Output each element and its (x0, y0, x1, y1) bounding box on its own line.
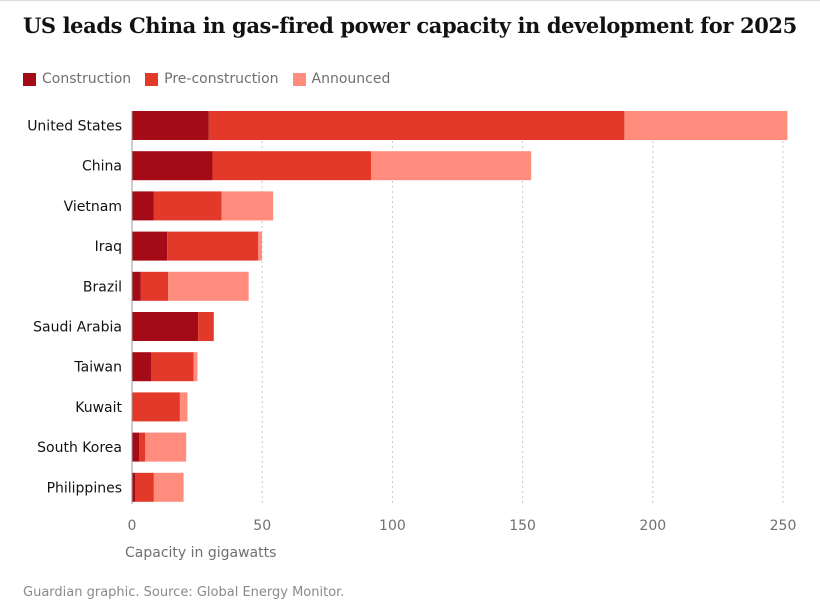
bar-construction (132, 191, 154, 221)
category-label: Philippines (47, 480, 122, 496)
bar-construction (132, 111, 209, 140)
legend-swatch (292, 72, 306, 86)
legend-label: Construction (42, 71, 132, 87)
legend-item-announced: Announced (292, 71, 391, 87)
bar-construction (132, 231, 168, 261)
x-tick-label: 150 (509, 518, 536, 534)
bar-announced (624, 111, 788, 140)
x-tick-label: 200 (639, 518, 666, 534)
legend-swatch (145, 72, 159, 86)
bar-construction (132, 352, 152, 382)
bar-announced (179, 392, 188, 422)
category-label: Vietnam (64, 199, 122, 215)
bar-construction (132, 432, 140, 462)
legend-item-pre-construction: Pre-construction (145, 71, 279, 87)
category-label: United States (27, 119, 122, 135)
bar-pre-construction (208, 111, 625, 140)
bar-announced (193, 352, 198, 382)
legend-item-construction: Construction (23, 71, 131, 87)
bar-pre-construction (140, 271, 169, 301)
bar-announced (168, 271, 249, 301)
category-label: Taiwan (73, 360, 122, 376)
x-tick-label: 50 (253, 518, 271, 534)
legend-label: Pre-construction (164, 71, 279, 87)
bar-announced (258, 231, 262, 261)
source-note: Guardian graphic. Source: Global Energy … (23, 585, 345, 600)
bar-pre-construction (198, 312, 214, 341)
category-label: Brazil (83, 279, 122, 295)
bar-pre-construction (132, 392, 180, 422)
bar-construction (132, 271, 141, 301)
chart-title: US leads China in gas-fired power capaci… (23, 13, 797, 38)
bar-announced (145, 432, 187, 462)
category-label: South Korea (37, 440, 122, 456)
bar-announced (221, 191, 274, 221)
bar-pre-construction (135, 472, 154, 502)
bar-pre-construction (139, 432, 146, 462)
bar-construction (132, 312, 199, 341)
x-tick-label: 0 (128, 518, 137, 534)
category-label: Kuwait (75, 400, 122, 416)
x-axis-label: Capacity in gigawatts (125, 545, 276, 561)
bar-pre-construction (167, 231, 259, 261)
bar-construction (132, 472, 136, 502)
x-tick-label: 250 (770, 518, 797, 534)
category-label: Saudi Arabia (33, 320, 122, 336)
bar-announced (371, 151, 532, 181)
bar-pre-construction (212, 151, 372, 181)
bar-construction (132, 151, 213, 181)
x-tick-label: 100 (379, 518, 406, 534)
legend: Construction Pre-construction Announced (23, 71, 390, 87)
legend-swatch (23, 72, 36, 86)
bar-pre-construction (153, 191, 222, 221)
category-label: China (82, 159, 122, 175)
legend-label: Announced (311, 71, 391, 87)
bar-pre-construction (151, 352, 194, 382)
category-label: Iraq (95, 239, 122, 255)
bar-announced (153, 472, 184, 502)
